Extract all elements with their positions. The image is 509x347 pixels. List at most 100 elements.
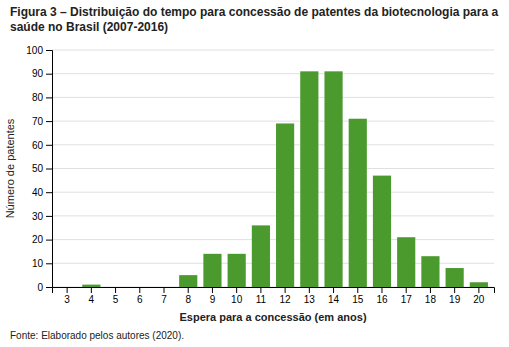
tick-label: 10 bbox=[32, 258, 44, 269]
tick: 7 bbox=[161, 287, 167, 305]
title-line: saúde no Brasil (2007-2016) bbox=[10, 20, 168, 34]
tick-mark bbox=[212, 287, 213, 293]
tick: 70 bbox=[32, 116, 52, 127]
tick-mark bbox=[188, 287, 189, 293]
tick-mark bbox=[91, 287, 92, 293]
tick-label: 90 bbox=[32, 68, 44, 79]
y-axis-title: Número de patentes bbox=[4, 118, 16, 218]
bar bbox=[179, 275, 197, 287]
tick-label: 30 bbox=[32, 211, 44, 222]
axis-line bbox=[53, 288, 495, 294]
bar bbox=[349, 119, 367, 287]
tick: 40 bbox=[32, 187, 52, 198]
bar bbox=[203, 254, 221, 287]
tick: 4 bbox=[89, 287, 95, 305]
tick-mark bbox=[46, 74, 52, 75]
title-line: Figura 3 – Distribuição do tempo para co… bbox=[10, 5, 498, 19]
tick: 18 bbox=[425, 287, 437, 305]
tick: 50 bbox=[32, 163, 52, 174]
tick-mark bbox=[115, 287, 116, 293]
tick-mark bbox=[46, 287, 52, 288]
bar bbox=[228, 254, 246, 287]
tick-mark bbox=[164, 287, 165, 293]
tick: 12 bbox=[280, 287, 292, 305]
tick: 0 bbox=[37, 282, 52, 293]
grid-line bbox=[52, 121, 494, 122]
axis-line bbox=[46, 51, 53, 288]
tick: 5 bbox=[113, 287, 119, 305]
bar bbox=[155, 287, 173, 288]
tick: 30 bbox=[32, 211, 52, 222]
tick: 14 bbox=[328, 287, 340, 305]
tick-mark bbox=[236, 287, 237, 293]
tick-label: 80 bbox=[32, 92, 44, 103]
tick-mark bbox=[260, 287, 261, 293]
tick-label: 7 bbox=[161, 294, 167, 305]
bar bbox=[324, 71, 342, 287]
tick-label: 60 bbox=[32, 140, 44, 151]
grid-line bbox=[52, 144, 494, 145]
annotation: Fonte: Elaborado pelos autores (2020). bbox=[10, 330, 184, 341]
tick: 8 bbox=[185, 287, 191, 305]
tick-mark bbox=[309, 287, 310, 293]
bar bbox=[446, 268, 464, 287]
bar bbox=[58, 287, 76, 288]
tick: 20 bbox=[473, 287, 485, 305]
bar bbox=[106, 287, 124, 288]
grid bbox=[52, 50, 494, 287]
bars bbox=[82, 71, 488, 287]
tick-mark bbox=[430, 287, 431, 293]
chart: Figura 3 – Distribuição do tempo para co… bbox=[0, 0, 509, 347]
tick-label: 17 bbox=[401, 294, 413, 305]
tick: 6 bbox=[137, 287, 143, 305]
x-axis-title: Espera para a concessão (em anos) bbox=[179, 311, 366, 323]
tick-mark bbox=[46, 145, 52, 146]
tick-label: 12 bbox=[280, 294, 292, 305]
tick: 17 bbox=[401, 287, 413, 305]
tick-mark bbox=[46, 263, 52, 264]
tick: 20 bbox=[32, 234, 52, 245]
title: Figura 3 – Distribuição do tempo para co… bbox=[10, 5, 498, 34]
tick-label: 50 bbox=[32, 163, 44, 174]
tick-label: 9 bbox=[210, 294, 216, 305]
tick: 19 bbox=[449, 287, 461, 305]
tick-label: 100 bbox=[26, 45, 43, 56]
bar bbox=[421, 256, 439, 287]
bar bbox=[252, 225, 270, 287]
tick-label: 16 bbox=[376, 294, 388, 305]
tick-mark bbox=[454, 287, 455, 293]
tick-label: 70 bbox=[32, 116, 44, 127]
bar bbox=[300, 71, 318, 287]
tick: 15 bbox=[352, 287, 364, 305]
tick: 100 bbox=[26, 45, 52, 56]
tick-mark bbox=[46, 50, 52, 51]
grid-line bbox=[52, 73, 494, 74]
tick-mark bbox=[139, 287, 140, 293]
tick-label: 10 bbox=[231, 294, 243, 305]
bar bbox=[397, 237, 415, 287]
tick: 3 bbox=[64, 287, 70, 305]
tick-label: 0 bbox=[37, 282, 43, 293]
tick-label: 20 bbox=[473, 294, 485, 305]
tick-label: 3 bbox=[64, 294, 70, 305]
tick-mark bbox=[46, 121, 52, 122]
tick-mark bbox=[46, 97, 52, 98]
bar bbox=[276, 123, 294, 287]
tick-label: 5 bbox=[113, 294, 119, 305]
tick-label: 14 bbox=[328, 294, 340, 305]
grid-line bbox=[52, 239, 494, 240]
tick-mark bbox=[478, 287, 479, 293]
grid-line bbox=[52, 97, 494, 98]
tick-label: 8 bbox=[185, 294, 191, 305]
tick-mark bbox=[333, 287, 334, 293]
tick-label: 6 bbox=[137, 294, 143, 305]
tick: 9 bbox=[210, 287, 216, 305]
bar bbox=[131, 287, 149, 288]
tick: 10 bbox=[32, 258, 52, 269]
bar bbox=[373, 176, 391, 287]
tick-label: 20 bbox=[32, 234, 44, 245]
tick: 90 bbox=[32, 68, 52, 79]
grid-line bbox=[52, 50, 494, 51]
tick-mark bbox=[67, 287, 68, 293]
tick-label: 19 bbox=[449, 294, 461, 305]
